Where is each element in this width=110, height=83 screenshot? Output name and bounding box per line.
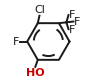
Text: F: F	[69, 25, 75, 35]
Text: F: F	[69, 10, 75, 20]
Text: F: F	[13, 37, 19, 46]
Text: F: F	[74, 17, 81, 26]
Text: Cl: Cl	[34, 5, 45, 15]
Text: HO: HO	[26, 68, 44, 78]
